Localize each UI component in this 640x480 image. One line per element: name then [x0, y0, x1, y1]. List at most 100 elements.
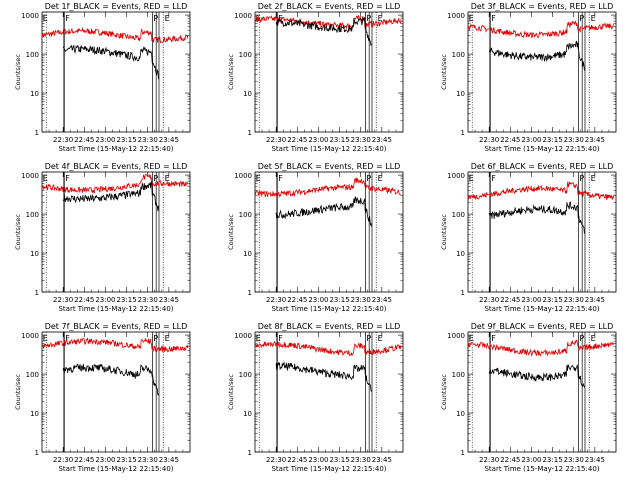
lld-series-line — [467, 339, 615, 357]
y-tick-label: 10 — [456, 410, 465, 418]
y-tick-label: 100 — [452, 211, 465, 219]
events-series-line — [62, 44, 159, 80]
panel-title: Det 1f_BLACK = Events, RED = LLD — [45, 2, 188, 11]
x-tick-label: 23:15 — [116, 136, 136, 144]
marker-label: E — [256, 174, 261, 183]
marker-label: E — [469, 14, 474, 23]
marker-label: E — [469, 174, 474, 183]
y-tick-label: 1000 — [447, 332, 465, 340]
events-series-line — [488, 363, 585, 388]
marker-label: E — [165, 14, 170, 23]
plot-frame — [467, 331, 617, 453]
panel-title: Det 2f_BLACK = Events, RED = LLD — [258, 2, 401, 11]
x-tick-label: 22:45 — [74, 136, 94, 144]
x-axis-label: Start Time (15-May-12 22:15:40) — [484, 305, 599, 313]
y-tick-label: 100 — [239, 51, 252, 59]
x-tick-label: 23:30 — [351, 296, 371, 304]
x-tick-label: 23:30 — [138, 296, 158, 304]
x-tick-label: 22:45 — [500, 296, 520, 304]
y-tick-label: 10 — [243, 90, 252, 98]
lld-series-line — [254, 341, 402, 357]
x-tick-label: 23:00 — [95, 296, 115, 304]
y-tick-label: 10 — [30, 90, 39, 98]
x-axis-label: Start Time (15-May-12 22:15:40) — [58, 145, 173, 153]
y-axis-label: Counts/sec — [227, 374, 235, 410]
marker-label: P — [366, 14, 371, 23]
marker-label: P — [153, 14, 158, 23]
plot-frame — [41, 171, 191, 293]
lld-series-line — [254, 177, 402, 198]
y-axis-label: Counts/sec — [440, 374, 448, 410]
marker-label: E — [43, 14, 48, 23]
plot-frame — [254, 331, 404, 453]
x-tick-label: 23:45 — [585, 456, 605, 464]
x-tick-label: 23:15 — [116, 456, 136, 464]
lld-series-line — [467, 20, 615, 39]
x-tick-label: 22:30 — [53, 296, 73, 304]
lld-series-line — [41, 27, 189, 44]
panel-4: Det 4f_BLACK = Events, RED = LLD 1 10 100 10… — [14, 162, 191, 313]
marker-label: F — [491, 14, 496, 23]
events-series-line — [62, 181, 159, 212]
x-tick-label: 23:15 — [329, 136, 349, 144]
y-tick-label: 1 — [461, 129, 465, 137]
marker-label: F — [491, 174, 496, 183]
y-tick-label: 1000 — [21, 332, 39, 340]
y-tick-label: 10 — [30, 410, 39, 418]
events-series-line — [62, 363, 159, 396]
x-tick-label: 22:30 — [53, 136, 73, 144]
lld-series-line — [41, 173, 189, 194]
x-tick-label: 23:15 — [542, 456, 562, 464]
x-tick-label: 22:45 — [74, 296, 94, 304]
events-series-line — [275, 17, 372, 47]
x-tick-label: 23:00 — [95, 136, 115, 144]
panel-5: Det 5f_BLACK = Events, RED = LLD 1 10 100 10… — [227, 162, 404, 313]
y-tick-label: 1000 — [21, 172, 39, 180]
marker-label: E — [43, 174, 48, 183]
events-series-line — [488, 201, 585, 234]
x-axis-label: Start Time (15-May-12 22:15:40) — [271, 145, 386, 153]
x-tick-label: 23:00 — [308, 296, 328, 304]
marker-label: F — [278, 334, 283, 343]
x-tick-label: 23:30 — [564, 456, 584, 464]
x-tick-label: 22:45 — [74, 456, 94, 464]
x-tick-label: 22:45 — [287, 296, 307, 304]
y-tick-label: 100 — [239, 211, 252, 219]
panel-8: Det 8f_BLACK = Events, RED = LLD 1 10 100 10… — [227, 322, 404, 473]
y-tick-label: 100 — [26, 51, 39, 59]
y-tick-label: 10 — [456, 90, 465, 98]
x-tick-label: 23:45 — [372, 456, 392, 464]
plot-frame — [254, 11, 404, 133]
y-tick-label: 1 — [248, 449, 252, 457]
panel-title: Det 6f_BLACK = Events, RED = LLD — [471, 162, 614, 171]
x-tick-label: 23:30 — [351, 456, 371, 464]
x-tick-label: 23:00 — [95, 456, 115, 464]
panel-3: Det 3f_BLACK = Events, RED = LLD 1 10 100 10… — [440, 2, 617, 153]
plot-frame — [467, 171, 617, 293]
x-tick-label: 23:45 — [159, 296, 179, 304]
marker-label: P — [366, 334, 371, 343]
lld-series-line — [254, 14, 402, 30]
marker-label: F — [65, 334, 70, 343]
x-tick-label: 22:30 — [53, 456, 73, 464]
x-tick-label: 22:45 — [500, 456, 520, 464]
events-series-line — [275, 195, 372, 227]
marker-label: P — [579, 334, 584, 343]
x-tick-label: 22:30 — [266, 136, 286, 144]
x-tick-label: 23:30 — [564, 296, 584, 304]
plot-frame — [467, 11, 617, 133]
x-axis-label: Start Time (15-May-12 22:15:40) — [58, 305, 173, 313]
y-axis-label: Counts/sec — [440, 214, 448, 250]
x-tick-label: 22:30 — [479, 296, 499, 304]
x-tick-label: 23:15 — [329, 456, 349, 464]
x-axis-label: Start Time (15-May-12 22:15:40) — [271, 465, 386, 473]
y-axis-label: Counts/sec — [227, 214, 235, 250]
marker-label: E — [378, 174, 383, 183]
y-tick-label: 1 — [35, 289, 39, 297]
x-axis-label: Start Time (15-May-12 22:15:40) — [484, 465, 599, 473]
y-axis-label: Counts/sec — [14, 214, 22, 250]
plot-frame — [41, 11, 191, 133]
y-tick-label: 1000 — [21, 12, 39, 20]
marker-label: P — [579, 174, 584, 183]
